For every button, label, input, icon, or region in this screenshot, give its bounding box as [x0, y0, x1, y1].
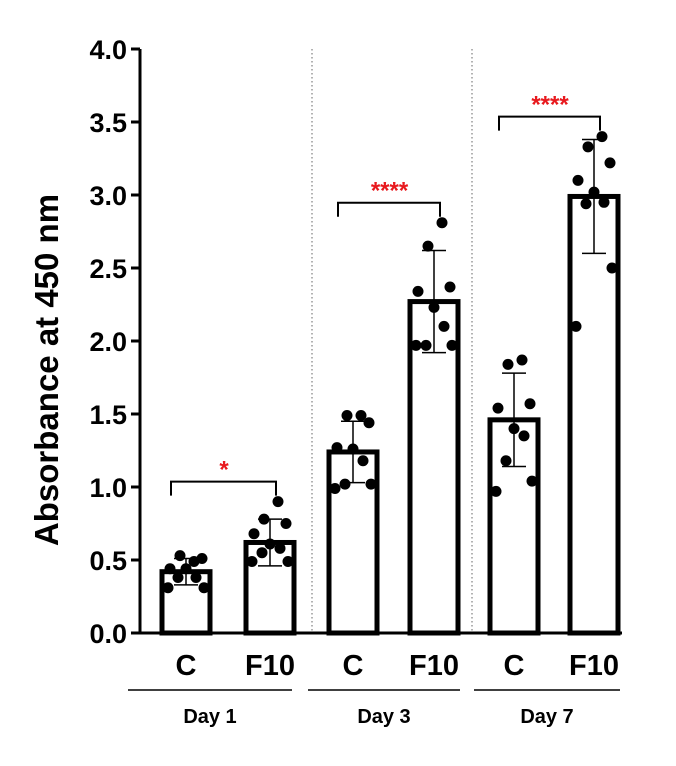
bars: [159, 193, 621, 636]
group-label: Day 3: [357, 706, 410, 728]
y-tick-label: 0.5: [89, 546, 127, 576]
y-axis-label: Absorbance at 450 nm: [28, 194, 65, 546]
x-tick-label: C: [176, 650, 197, 682]
data-point: [422, 240, 434, 252]
data-point: [412, 285, 424, 297]
data-point: [596, 131, 608, 143]
significance-label: ****: [371, 178, 409, 205]
data-point: [272, 496, 284, 508]
data-point: [274, 542, 286, 554]
data-point: [518, 430, 530, 442]
bar: [407, 299, 461, 636]
data-point: [604, 157, 616, 169]
data-point: [490, 485, 502, 497]
data-point: [492, 402, 504, 414]
y-tick-label: 2.0: [89, 327, 127, 357]
significance-bracket: [337, 201, 441, 217]
data-point: [502, 358, 514, 370]
data-point: [329, 482, 341, 494]
x-tick-label: C: [504, 650, 525, 682]
data-point: [256, 547, 268, 559]
data-point: [500, 455, 512, 467]
data-point: [357, 455, 369, 467]
data-point: [410, 339, 422, 351]
data-point: [162, 582, 174, 594]
bar: [567, 193, 621, 636]
data-point: [164, 563, 176, 575]
data-point: [446, 339, 458, 351]
data-point: [420, 339, 432, 351]
y-tick-label: 2.5: [89, 254, 127, 284]
data-point: [282, 555, 294, 567]
significance-label: *: [219, 457, 229, 484]
y-tick-label: 1.0: [89, 473, 127, 503]
data-point: [524, 398, 536, 410]
data-point: [248, 528, 260, 540]
data-point: [280, 518, 292, 529]
x-tick-label: C: [343, 650, 364, 682]
data-point: [598, 196, 610, 208]
data-point: [190, 572, 202, 584]
significance-label: ****: [531, 92, 569, 119]
data-point: [331, 442, 343, 454]
y-tick-label: 3.5: [89, 108, 127, 138]
y-tick-label: 1.5: [89, 400, 127, 430]
data-point: [606, 262, 618, 274]
data-points: [162, 131, 618, 594]
data-point: [572, 174, 584, 186]
data-point: [341, 409, 353, 421]
x-axis: C F10 Day 1 C F10 Day 3 C F10 Day 7: [128, 631, 622, 728]
data-point: [582, 141, 594, 153]
significance-brackets: *********: [170, 92, 601, 496]
y-tick-label: 0.0: [89, 619, 127, 649]
data-point: [246, 555, 258, 567]
data-point: [365, 478, 377, 490]
group-label: Day 7: [520, 706, 573, 728]
data-point: [438, 320, 450, 332]
data-point: [363, 417, 375, 429]
x-tick-label: F10: [409, 650, 459, 682]
data-point: [526, 475, 538, 487]
data-point: [436, 217, 448, 229]
significance-bracket: [498, 115, 601, 131]
data-point: [172, 572, 184, 584]
data-point: [580, 198, 592, 210]
data-point: [444, 281, 456, 293]
error-bars: [174, 138, 606, 586]
group-dividers: [311, 49, 473, 633]
y-tick-label: 4.0: [89, 35, 127, 65]
data-point: [570, 320, 582, 332]
x-tick-label: F10: [569, 650, 619, 682]
data-point: [339, 478, 351, 490]
data-point: [198, 582, 210, 594]
data-point: [516, 354, 528, 366]
y-tick-label: 3.0: [89, 181, 127, 211]
data-point: [188, 555, 200, 567]
data-point: [174, 550, 186, 562]
group-label: Day 1: [183, 706, 236, 728]
data-point: [355, 409, 367, 421]
x-tick-label: F10: [245, 650, 295, 682]
y-axis: 0.0 0.5 1.0 1.5 2.0 2.5 3.0 3.5 4.0: [89, 35, 142, 649]
significance-bracket: [170, 480, 277, 496]
